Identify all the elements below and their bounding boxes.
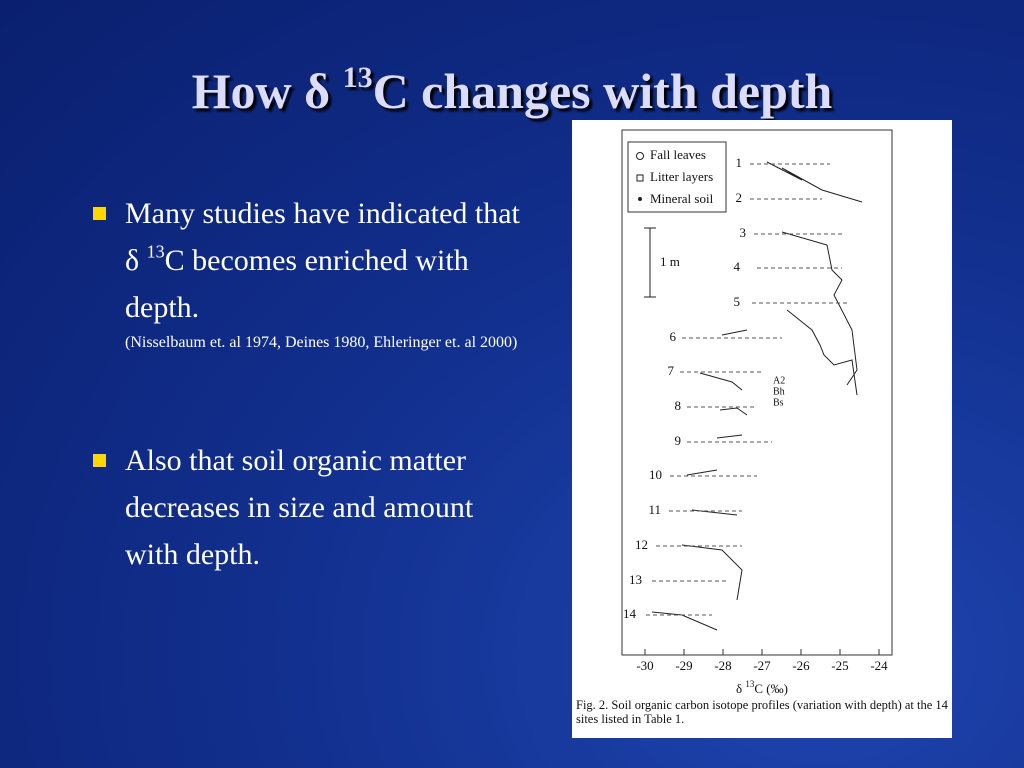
site-label: 3: [740, 225, 747, 240]
x-axis-label-part: δ: [736, 681, 745, 696]
horizon-label: A2: [773, 375, 785, 386]
legend-label: Fall leaves: [650, 147, 706, 162]
bullet: Many studies have indicated that δ 13C b…: [93, 190, 525, 354]
bullet-marker: [93, 454, 106, 467]
site-label: 7: [668, 363, 675, 378]
site-label: 13: [629, 572, 642, 587]
x-tick-label: -24: [870, 658, 888, 673]
slide-title: How δ 13C changes with depth: [0, 62, 1024, 120]
site-label: 5: [734, 294, 741, 309]
site-label: 11: [648, 502, 661, 517]
site-label: 9: [675, 433, 682, 448]
legend-symbol: [638, 197, 642, 201]
bullet-marker: [93, 207, 106, 220]
bullet-text: C becomes enriched with depth.: [125, 244, 469, 324]
plot-frame: [621, 129, 893, 656]
citation: (Nisselbaum et. al 1974, Deines 1980, Eh…: [125, 334, 518, 351]
title-text: C changes with depth: [372, 63, 833, 119]
caption: Fig. 2. Soil organic carbon isotope prof…: [576, 698, 948, 726]
site-label: 8: [675, 398, 682, 413]
bullet-text: Many studies have indicated that δ: [125, 197, 520, 277]
site-label: 12: [635, 537, 648, 552]
site-label: 1: [736, 155, 743, 170]
bullet-sup: 13: [146, 241, 165, 262]
legend-label: Litter layers: [650, 169, 713, 184]
title-text: How δ: [191, 63, 343, 119]
figure-background: [572, 120, 952, 738]
bullet-text: Also that soil organic matter decreases …: [125, 444, 474, 571]
horizon-label: Bh: [773, 386, 785, 397]
legend-symbol: [636, 152, 644, 160]
site-label: 14: [623, 606, 637, 621]
site-baselines: [646, 163, 847, 616]
x-tick-label: -26: [792, 658, 810, 673]
site-label: 2: [736, 190, 743, 205]
x-axis-label: δ 13C (‰): [736, 679, 788, 696]
x-tick-label: -25: [831, 658, 848, 673]
legend-symbol: [636, 174, 644, 182]
caption-box: Fig. 2. Soil organic carbon isotope prof…: [576, 698, 948, 726]
scale-label: 1 m: [660, 254, 680, 269]
site-label: 4: [734, 259, 741, 274]
site-label: 10: [649, 467, 662, 482]
title-sup: 13: [342, 61, 373, 94]
site-label: 6: [670, 329, 677, 344]
figure: Fall leaves Litter layers Mineral soil 1 m 1…: [572, 120, 952, 738]
horizon-label: Bs: [773, 397, 784, 408]
legend-label: Mineral soil: [650, 191, 714, 206]
x-axis-label-part: 13: [745, 679, 755, 689]
x-tick-label: -29: [675, 658, 692, 673]
legend-box: [627, 141, 727, 213]
x-axis-label-part: C (‰): [754, 681, 788, 696]
x-tick-label: -28: [714, 658, 731, 673]
profile-traces: [651, 161, 863, 631]
x-tick-label: -30: [636, 658, 653, 673]
bullet: Also that soil organic matter decreases …: [93, 437, 525, 578]
x-tick-label: -27: [753, 658, 771, 673]
